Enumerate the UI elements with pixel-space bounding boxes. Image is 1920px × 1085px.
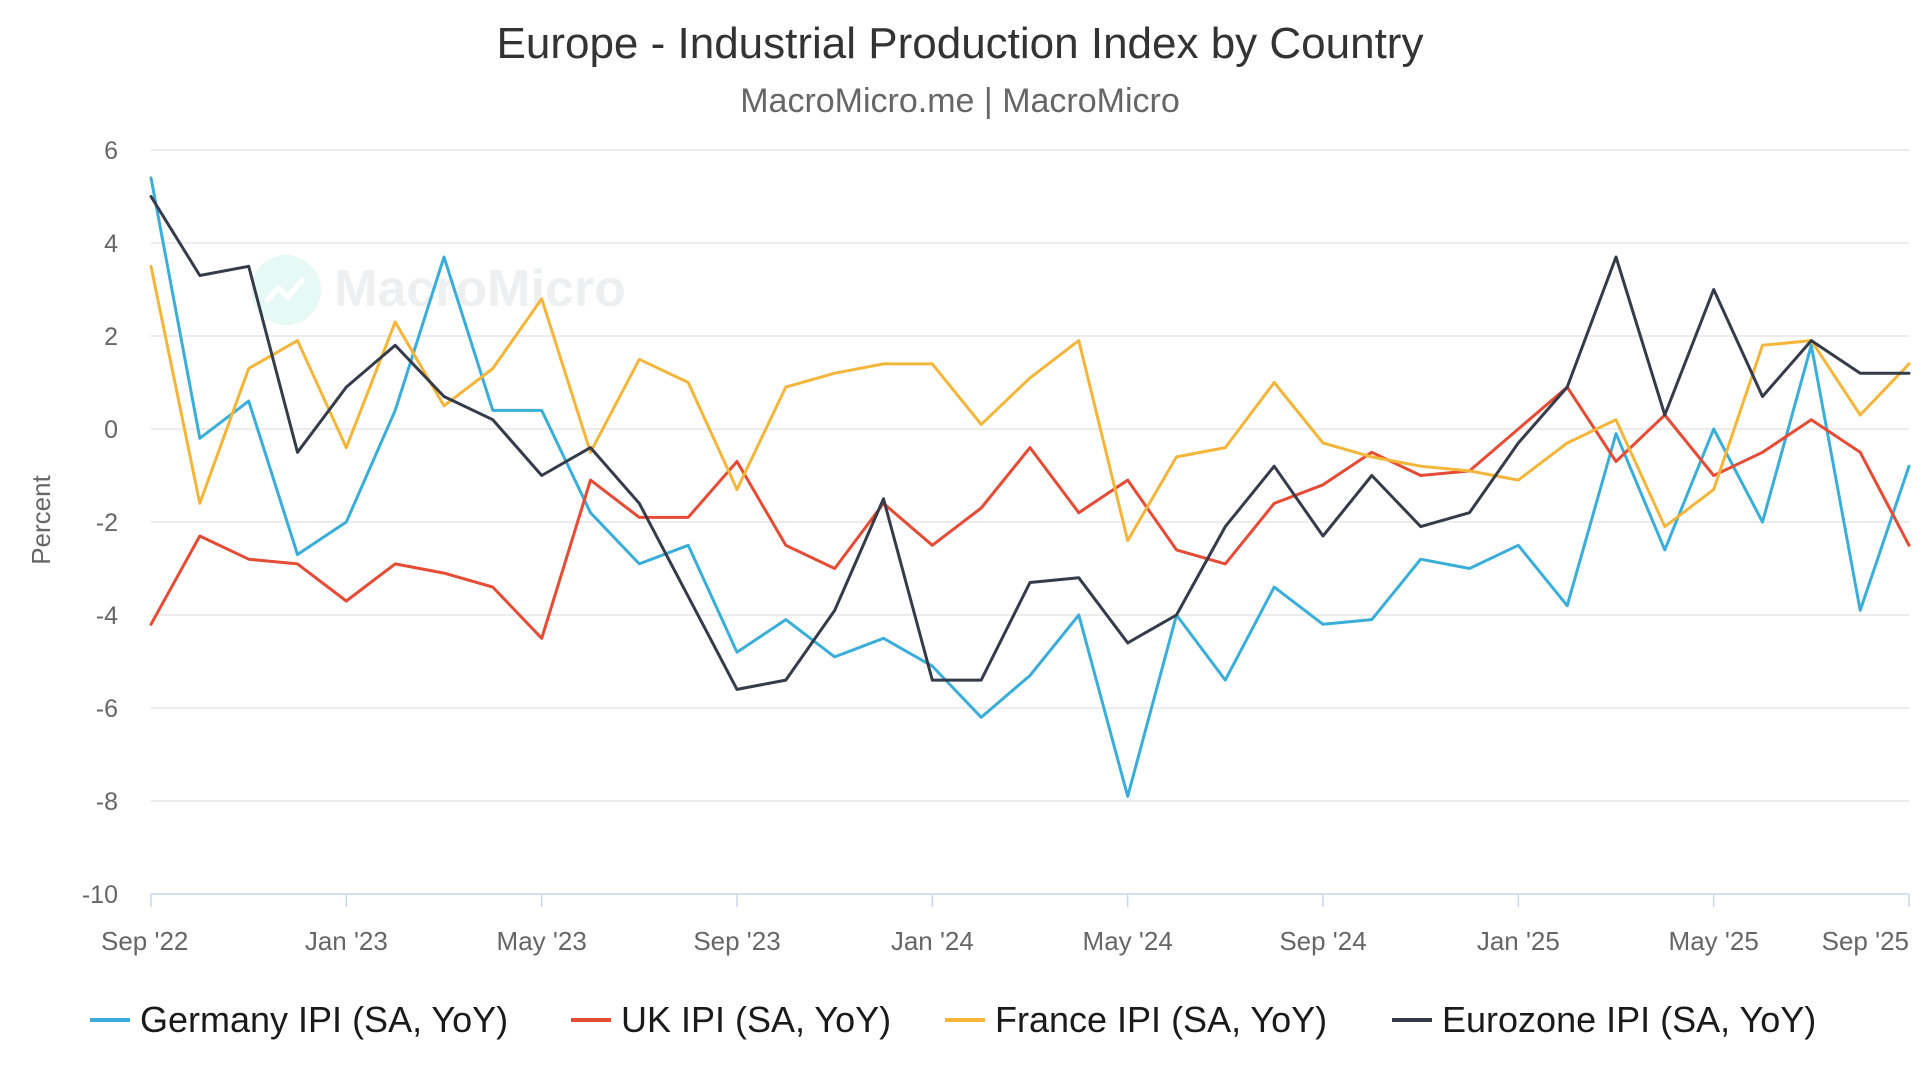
y-tick-label: -4: [96, 602, 118, 630]
x-axis: Sep '22 Jan '23 May '23 Sep '23 Jan '24 May '…: [101, 894, 1910, 956]
series-line-2[interactable]: [149, 264, 1911, 543]
y-tick-label: 4: [104, 230, 118, 258]
grid: [151, 149, 1909, 895]
x-tick-label: Sep '23: [693, 926, 780, 956]
y-tick-label: -2: [96, 509, 118, 537]
legend-label: Germany IPI (SA, YoY): [140, 999, 508, 1040]
series-line-3[interactable]: [149, 195, 1911, 691]
y-tick-label: 0: [104, 416, 118, 444]
x-tick-label: Sep '25: [1822, 926, 1909, 956]
legend-label: Eurozone IPI (SA, YoY): [1442, 999, 1816, 1040]
y-tick-label: 6: [104, 137, 118, 165]
chart-subtitle: MacroMicro.me | MacroMicro: [740, 82, 1180, 120]
y-tick-label: -6: [96, 695, 118, 723]
x-tick-label: May '25: [1669, 926, 1759, 956]
watermark-logo-glyph: [264, 276, 306, 304]
watermark-logo-icon: [251, 255, 321, 325]
legend-item[interactable]: UK IPI (SA, YoY): [571, 999, 891, 1040]
series-line-1[interactable]: [149, 385, 1911, 640]
x-tick-label: Sep '24: [1279, 926, 1366, 956]
x-tick-label: Jan '25: [1477, 926, 1560, 956]
watermark-text: MacroMicro: [334, 260, 626, 318]
legend-item[interactable]: Germany IPI (SA, YoY): [90, 999, 508, 1040]
series-lines: [149, 176, 1911, 798]
x-tick-label: Jan '24: [891, 926, 974, 956]
legend-item[interactable]: Eurozone IPI (SA, YoY): [1392, 999, 1816, 1040]
y-axis: 6 4 2 0 -2 -4 -6 -8 -10: [82, 137, 118, 909]
x-tick-label: May '24: [1083, 926, 1173, 956]
y-axis-title: Percent: [26, 474, 56, 564]
series-line-0[interactable]: [149, 176, 1911, 798]
x-tick-label: Sep '22: [101, 926, 188, 956]
legend-label: UK IPI (SA, YoY): [621, 999, 891, 1040]
legend-label: France IPI (SA, YoY): [995, 999, 1327, 1040]
legend-item[interactable]: France IPI (SA, YoY): [945, 999, 1327, 1040]
y-tick-label: 2: [104, 323, 118, 351]
x-tick-label: May '23: [497, 926, 587, 956]
y-tick-label: -8: [96, 788, 118, 816]
watermark: MacroMicro: [251, 255, 626, 325]
x-tick-label: Jan '23: [305, 926, 388, 956]
legend: Germany IPI (SA, YoY) UK IPI (SA, YoY) Fra…: [90, 999, 1816, 1040]
y-tick-label: -10: [82, 881, 118, 909]
chart-title: Europe - Industrial Production Index by …: [497, 19, 1424, 68]
